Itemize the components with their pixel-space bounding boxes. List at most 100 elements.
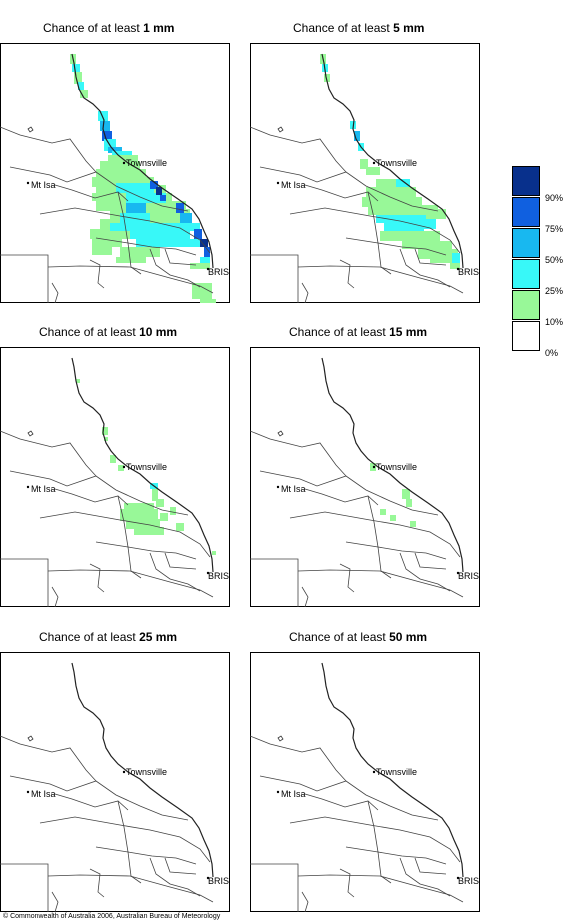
district-border [0, 430, 97, 477]
rain-probability-cell [130, 231, 190, 239]
legend-swatch-75 [512, 197, 540, 227]
label-mt-isa: Mt Isa [281, 789, 306, 799]
queensland-map: Townsville Mt Isa BRIS [250, 652, 480, 912]
district-border [345, 846, 447, 865]
rain-probability-cell [376, 179, 396, 189]
district-border [117, 800, 129, 853]
rain-probability-cell [190, 263, 210, 269]
rain-probability-cell [200, 299, 216, 303]
rain-probability-cell [380, 231, 440, 241]
district-border [95, 541, 197, 560]
mt-isa-marker [276, 790, 280, 794]
rain-probability-cell [136, 239, 206, 247]
label-bris: BRIS [208, 876, 229, 886]
map-frame [250, 347, 480, 607]
map-1mm: Townsville Mt Isa BRIS [0, 43, 230, 303]
district-border [9, 775, 189, 821]
river-line [301, 282, 309, 303]
district-border [39, 511, 211, 558]
rain-probability-cell [390, 515, 396, 521]
rain-probability-cell [100, 161, 140, 171]
district-border [117, 191, 129, 244]
map-frame [250, 43, 480, 303]
rain-probability-cell [418, 249, 458, 259]
state-border [250, 558, 299, 607]
state-border [250, 254, 299, 303]
rain-probability-cell [380, 509, 386, 515]
queensland-map: Townsville Mt Isa BRIS [0, 652, 230, 912]
district-border [289, 816, 461, 863]
river-line [301, 891, 309, 912]
rain-probability-cell [376, 215, 436, 223]
legend-swatch-25 [512, 259, 540, 289]
rain-probability-cell [366, 187, 416, 197]
rain-probability-cell [120, 509, 158, 521]
label-mt-isa: Mt Isa [31, 484, 56, 494]
queensland-map: Townsville Mt Isa BRIS [250, 43, 480, 303]
coastline [71, 662, 214, 878]
district-border [367, 800, 379, 853]
legend-label-50: 50% [545, 255, 564, 265]
district-border [0, 126, 97, 173]
label-mt-isa: Mt Isa [281, 484, 306, 494]
legend-label-75: 75% [545, 224, 564, 234]
district-border [95, 237, 197, 256]
label-bris: BRIS [458, 571, 479, 581]
label-mt-isa: Mt Isa [31, 180, 56, 190]
rain-probability-cell [156, 499, 164, 507]
brisbane-marker [206, 267, 210, 271]
district-border [259, 470, 439, 516]
brisbane-marker [456, 267, 460, 271]
district-border [149, 857, 201, 897]
rain-probability-cell [110, 455, 116, 463]
district-border [9, 166, 189, 212]
legend-swatch-90 [512, 166, 540, 196]
rain-probability-cell [362, 197, 422, 207]
rain-probability-cell [126, 193, 166, 203]
state-border [0, 558, 49, 607]
coastline [321, 662, 464, 878]
rain-probability-cell [410, 521, 416, 527]
mt-isa-marker [26, 485, 30, 489]
panel-title-10mm: Chance of at least 10 mm [39, 325, 178, 339]
label-bris: BRIS [458, 876, 479, 886]
rain-probability-cell [150, 181, 158, 189]
label-townsville: Townsville [126, 767, 167, 777]
rain-probability-cell [108, 147, 122, 153]
district-border [149, 248, 201, 288]
brisbane-marker [456, 571, 460, 575]
district-border [304, 488, 379, 506]
townsville-marker [372, 161, 376, 165]
legend-label-10: 10% [545, 317, 564, 327]
label-townsville: Townsville [376, 767, 417, 777]
district-border [414, 857, 447, 875]
rain-probability-cell [76, 379, 80, 383]
rain-probability-cell [102, 427, 108, 435]
rain-probability-cell [74, 72, 82, 84]
rain-probability-cell [160, 513, 168, 521]
mt-isa-marker [26, 790, 30, 794]
panel-title-50mm: Chance of at least 50 mm [289, 630, 428, 644]
district-border [149, 552, 201, 592]
rain-probability-cell [200, 257, 210, 267]
rain-probability-cell [120, 247, 160, 257]
map-frame [250, 652, 480, 912]
district-border [339, 868, 355, 898]
district-border [399, 248, 451, 288]
district-border [289, 207, 461, 254]
rain-probability-cell [396, 179, 410, 187]
townsville-marker [122, 465, 126, 469]
district-border [9, 470, 189, 516]
rain-probability-cell [100, 121, 110, 131]
coastline [321, 357, 464, 573]
district-border [89, 259, 105, 289]
district-border [54, 793, 129, 811]
rain-probability-cell [102, 131, 112, 141]
district-border [339, 563, 355, 593]
legend-swatch-0 [512, 321, 540, 351]
rain-probability-cell [98, 111, 108, 121]
district-border [414, 248, 447, 266]
rain-probability-cell [366, 167, 380, 175]
district-border [414, 552, 447, 570]
rain-probability-cell [426, 209, 446, 219]
